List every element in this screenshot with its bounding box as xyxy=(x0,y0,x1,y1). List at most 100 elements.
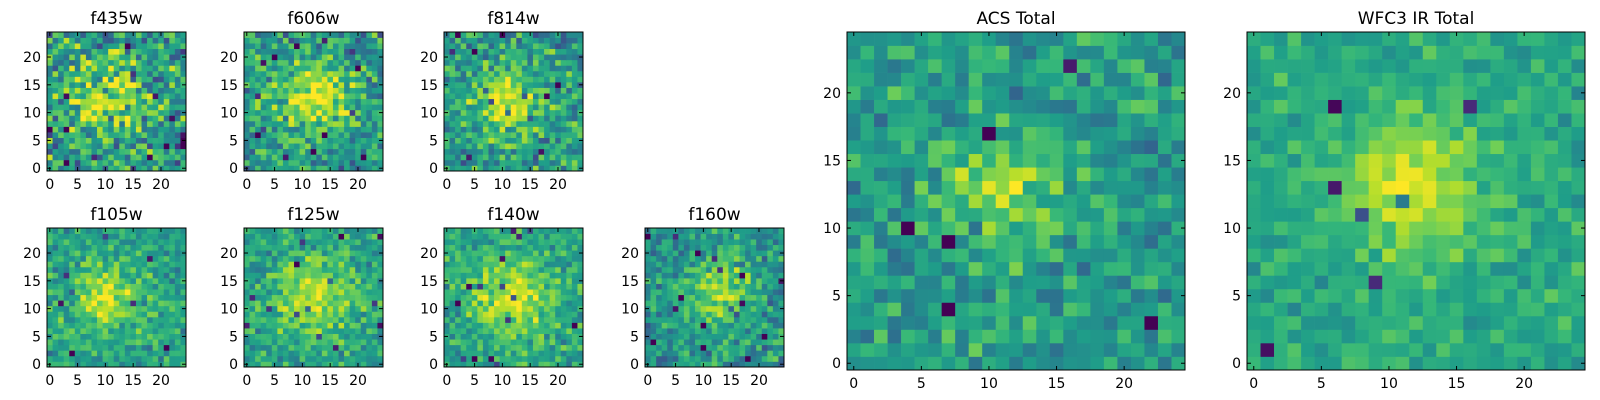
heatmap-cell xyxy=(58,305,65,312)
heatmap-cell xyxy=(494,120,500,127)
heatmap-cell xyxy=(505,233,512,240)
heatmap-cell xyxy=(560,322,567,329)
heatmap-cell xyxy=(113,148,120,155)
heatmap-cell xyxy=(549,48,556,55)
heatmap-cell xyxy=(69,289,76,296)
heatmap-cell xyxy=(349,132,356,138)
heatmap-cell xyxy=(360,32,367,38)
heatmap-cell xyxy=(141,115,148,122)
heatmap-cell xyxy=(460,48,467,55)
heatmap-cell xyxy=(271,305,278,312)
heatmap-cell xyxy=(494,266,500,273)
heatmap-cell xyxy=(1157,167,1172,182)
heatmap-cell xyxy=(444,350,450,357)
heatmap-cell xyxy=(455,93,462,100)
heatmap-cell xyxy=(538,305,545,312)
heatmap-cell xyxy=(310,48,317,55)
heatmap-cell xyxy=(135,300,142,307)
heatmap-cell xyxy=(700,266,707,273)
heatmap-cell xyxy=(52,255,59,262)
heatmap-cell xyxy=(282,159,289,166)
heatmap-cell xyxy=(135,322,142,329)
heatmap-cell xyxy=(982,275,997,290)
heatmap-cell xyxy=(560,48,567,55)
heatmap-cell xyxy=(460,272,467,279)
heatmap-cell xyxy=(722,266,729,273)
heatmap-cell xyxy=(141,65,148,72)
heatmap-cell xyxy=(163,344,170,351)
heatmap-cell xyxy=(124,126,131,133)
heatmap-cell xyxy=(113,339,120,346)
heatmap-cell xyxy=(332,283,339,290)
heatmap-cell xyxy=(488,289,495,296)
heatmap-cell xyxy=(371,350,378,357)
heatmap-cell xyxy=(58,272,65,279)
heatmap-cell xyxy=(505,104,512,111)
heatmap-cell xyxy=(377,76,384,83)
heatmap-cell xyxy=(277,311,284,318)
heatmap-cell xyxy=(152,65,159,72)
heatmap-cell xyxy=(521,294,528,301)
heatmap-cell xyxy=(650,350,657,357)
heatmap-cell xyxy=(444,143,450,150)
heatmap-cell xyxy=(244,48,250,55)
heatmap-cell xyxy=(650,278,657,284)
heatmap-cell xyxy=(527,120,534,127)
heatmap-cell xyxy=(249,115,256,122)
heatmap-cell xyxy=(102,233,109,240)
heatmap-cell xyxy=(661,233,668,240)
heatmap-cell xyxy=(80,70,87,77)
heatmap-cell xyxy=(85,305,92,312)
heatmap-cell xyxy=(135,120,142,127)
heatmap-cell xyxy=(672,278,679,284)
heatmap-cell xyxy=(555,37,562,44)
heatmap-cell xyxy=(756,350,763,357)
heatmap-cell xyxy=(249,137,256,144)
heatmap-cell xyxy=(466,82,473,88)
heatmap-cell xyxy=(555,355,562,362)
axes-frame xyxy=(644,227,785,368)
heatmap-cell xyxy=(722,305,729,312)
heatmap-cell xyxy=(650,255,657,262)
heatmap-cell xyxy=(282,43,289,50)
heatmap-cell xyxy=(69,261,76,268)
heatmap-cell xyxy=(449,289,456,296)
heatmap-cell xyxy=(305,43,312,50)
heatmap-cell xyxy=(119,32,126,38)
heatmap-cell xyxy=(1130,194,1145,209)
heatmap-cell xyxy=(338,283,345,290)
heatmap-cell xyxy=(130,137,137,144)
heatmap-cell xyxy=(689,261,696,268)
heatmap-cell xyxy=(288,65,295,72)
heatmap-cell xyxy=(294,98,300,105)
y-tick-label: 5 xyxy=(32,133,41,149)
heatmap-cell xyxy=(255,126,262,133)
heatmap-cell xyxy=(316,300,323,307)
heatmap-cell xyxy=(316,278,323,284)
heatmap-cell xyxy=(58,143,65,150)
heatmap-cell xyxy=(466,65,473,72)
heatmap-cell xyxy=(560,43,567,50)
heatmap-cell xyxy=(667,278,674,284)
heatmap-cell xyxy=(555,120,562,127)
heatmap-cell xyxy=(444,255,450,262)
heatmap-cell xyxy=(260,132,267,138)
heatmap-cell xyxy=(914,194,929,209)
heatmap-cell xyxy=(544,132,550,138)
heatmap-cell xyxy=(477,244,484,251)
heatmap-cell xyxy=(505,48,512,55)
heatmap-cell xyxy=(282,328,289,334)
heatmap-cell xyxy=(477,272,484,279)
heatmap-cell xyxy=(63,37,70,44)
heatmap-cell xyxy=(532,311,539,318)
heatmap-cell xyxy=(174,311,181,318)
heatmap-cell xyxy=(560,289,567,296)
heatmap-cell xyxy=(310,137,317,144)
heatmap-cell xyxy=(63,132,70,138)
heatmap-cell xyxy=(349,278,356,284)
heatmap-cell xyxy=(108,137,115,144)
heatmap-cell xyxy=(761,250,768,257)
heatmap-cell xyxy=(344,261,350,268)
heatmap-cell xyxy=(516,104,523,111)
heatmap-cell xyxy=(901,302,915,317)
